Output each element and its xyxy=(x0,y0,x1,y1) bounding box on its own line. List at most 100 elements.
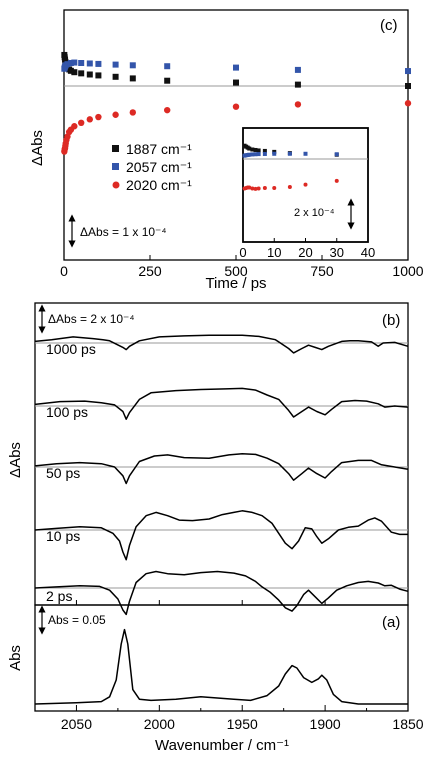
c-xtick-label: 500 xyxy=(224,263,248,279)
c-point-2057-cm xyxy=(86,60,93,67)
a-xtick-label: 1950 xyxy=(227,716,258,732)
inset-point-2020-cm xyxy=(287,185,292,190)
inset-point-1887-cm xyxy=(247,146,252,151)
panel-b-ylabel: ΔAbs xyxy=(7,442,24,478)
c-point-2020-cm xyxy=(95,113,102,121)
b-spectrum-50-ps xyxy=(34,453,409,485)
inset-points xyxy=(242,143,339,191)
panel-a-spectrum xyxy=(34,628,408,705)
panel-c-points xyxy=(61,51,412,155)
panel-a-scale-bar: Abs = 0.05 xyxy=(48,613,106,627)
c-legend-marker xyxy=(112,181,120,189)
a-xtick-label: 1850 xyxy=(392,716,423,732)
c-legend-marker xyxy=(112,145,119,152)
c-point-1887-cm xyxy=(78,70,85,77)
inset-point-1887-cm xyxy=(256,148,261,153)
c-point-2057-cm xyxy=(78,60,85,66)
c-point-2057-cm xyxy=(112,61,119,68)
inset-point-2057-cm xyxy=(253,152,258,157)
c-legend-label: 1887 cm⁻¹ xyxy=(126,141,192,157)
c-point-2057-cm xyxy=(405,68,411,75)
inset-point-2057-cm xyxy=(303,151,308,156)
inset-xtick-label: 40 xyxy=(361,245,375,260)
inset-point-1887-cm xyxy=(253,147,258,152)
c-point-2057-cm xyxy=(71,59,78,66)
b-spectrum-label: 2 ps xyxy=(46,588,72,604)
c-point-2020-cm xyxy=(404,100,412,107)
a-xtick-label: 1900 xyxy=(310,716,341,732)
c-point-2057-cm xyxy=(64,61,71,68)
panel-b-scale-bar: ΔAbs = 2 x 10⁻⁴ xyxy=(48,312,135,326)
inset: 0 10 20 30 40 2 x 10⁻⁴ xyxy=(239,127,375,260)
c-point-2020-cm xyxy=(294,101,302,108)
panel-b: (b) ΔAbs ΔAbs = 2 x 10⁻⁴ 1000 ps 100 ps 50… xyxy=(7,302,409,616)
c-xtick-label: 250 xyxy=(138,263,162,279)
inset-xtick-label: 30 xyxy=(330,245,344,260)
c-point-2020-cm xyxy=(112,111,119,118)
inset-point-1887-cm xyxy=(262,148,267,153)
c-point-2057-cm xyxy=(95,60,102,67)
b-spectrum-label: 10 ps xyxy=(46,528,80,544)
inset-point-2057-cm xyxy=(247,152,252,157)
c-point-1887-cm xyxy=(112,73,119,80)
c-point-1887-cm xyxy=(86,71,93,78)
panel-a-xlabel: Wavenumber / cm⁻¹ xyxy=(155,737,289,754)
c-point-1887-cm xyxy=(405,83,411,89)
inset-scale-bar: 2 x 10⁻⁴ xyxy=(294,207,335,219)
inset-point-1887-cm xyxy=(250,147,255,152)
a-ground-state-spectrum xyxy=(34,628,408,705)
panel-c-xlabel: Time / ps xyxy=(205,275,266,292)
c-point-1887-cm xyxy=(164,77,171,84)
panel-a: (a) Abs Abs = 0.05 2050 2000 1950 1900 1850 … xyxy=(7,604,424,754)
panel-c-label: (c) xyxy=(380,17,398,34)
a-xtick-label: 2050 xyxy=(61,716,92,732)
b-spectrum-1000-ps xyxy=(34,334,409,354)
b-spectrum-label: 50 ps xyxy=(46,465,80,481)
b-spectrum-label: 1000 ps xyxy=(46,341,96,357)
panel-c: (c) ΔAbs Time / ps 0 250 500 750 1000 1887 c… xyxy=(29,9,424,292)
inset-point-2020-cm xyxy=(262,185,267,190)
c-point-1887-cm xyxy=(95,72,102,79)
inset-point-2020-cm xyxy=(272,185,277,190)
inset-xtick-label: 0 xyxy=(239,245,246,260)
inset-point-2057-cm xyxy=(250,152,255,157)
panel-a-frame xyxy=(34,604,409,712)
c-xtick-label: 750 xyxy=(310,263,334,279)
panel-b-label: (b) xyxy=(382,312,400,329)
c-point-2057-cm xyxy=(294,66,301,73)
b-spectrum-100-ps xyxy=(34,387,409,420)
panel-a-ticks: 2050 2000 1950 1900 1850 xyxy=(61,705,424,732)
inset-point-2057-cm xyxy=(334,152,339,157)
c-xtick-label: 1000 xyxy=(392,263,423,279)
c-point-2020-cm xyxy=(71,123,78,130)
c-point-2020-cm xyxy=(164,106,171,114)
panel-a-label: (a) xyxy=(382,614,400,631)
a-xtick-label: 2000 xyxy=(144,716,175,732)
inset-point-2057-cm xyxy=(272,151,277,156)
inset-point-2057-cm xyxy=(256,152,261,157)
inset-point-2057-cm xyxy=(262,151,267,156)
inset-xtick-label: 20 xyxy=(298,245,312,260)
c-xtick-label: 0 xyxy=(60,263,68,279)
c-point-1887-cm xyxy=(71,69,78,76)
c-point-2057-cm xyxy=(129,62,136,69)
c-point-1887-cm xyxy=(67,67,74,74)
panel-c-scale-bar: ΔAbs = 1 x 10⁻⁴ xyxy=(80,225,167,239)
c-point-2020-cm xyxy=(232,103,240,110)
c-legend-label: 2020 cm⁻¹ xyxy=(126,177,192,193)
b-spectrum-10-ps xyxy=(34,510,408,561)
c-legend-marker xyxy=(112,163,119,170)
c-legend-label: 2057 cm⁻¹ xyxy=(126,159,192,175)
inset-point-2020-cm xyxy=(303,182,308,187)
inset-point-2057-cm xyxy=(287,151,292,156)
b-spectrum-2-ps xyxy=(34,570,409,616)
inset-point-2020-cm xyxy=(250,186,255,191)
inset-point-2020-cm xyxy=(247,185,252,190)
inset-point-2020-cm xyxy=(253,186,258,191)
inset-xtick-label: 10 xyxy=(267,245,281,260)
inset-ticks: 0 10 20 30 40 xyxy=(239,238,375,260)
panel-c-legend: 1887 cm⁻¹ 2057 cm⁻¹ 2020 cm⁻¹ xyxy=(112,141,192,193)
c-point-1887-cm xyxy=(233,79,239,86)
panel-b-ticks xyxy=(75,600,409,605)
